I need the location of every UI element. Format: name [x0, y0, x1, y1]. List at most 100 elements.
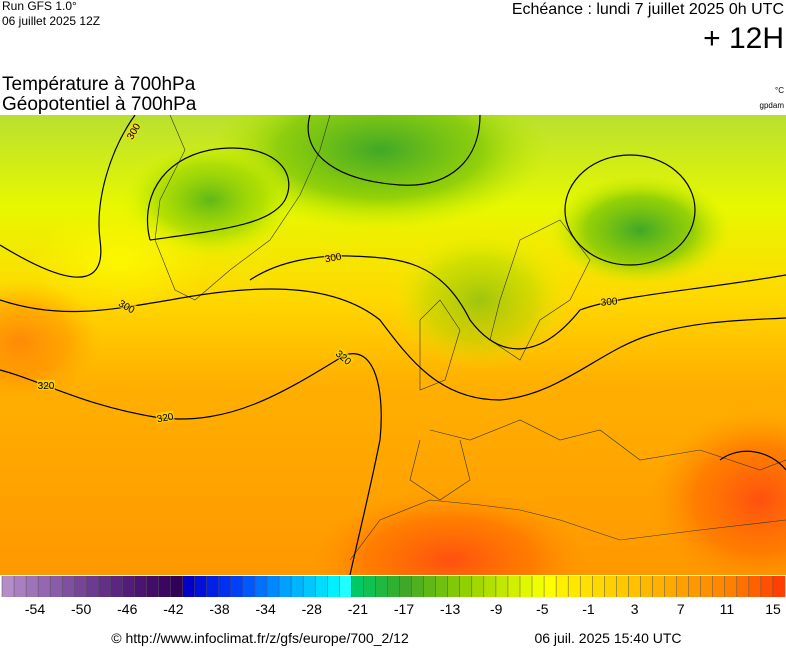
colorbar-label: -42 [163, 601, 183, 617]
colorbar-swatch [242, 576, 256, 597]
coastline [349, 499, 786, 561]
run-date: 06 juillet 2025 12Z [2, 14, 100, 28]
contour-label-bg [116, 297, 138, 315]
contour [0, 288, 786, 401]
colorbar-swatch [399, 576, 412, 597]
contour-label-bg [333, 347, 355, 367]
hot-area [310, 490, 590, 575]
warm-area [30, 210, 210, 310]
colorbar-swatch [351, 576, 364, 597]
coastline [429, 419, 786, 471]
colorbar-swatch [640, 576, 653, 597]
contour [146, 147, 290, 241]
colorbar-swatch [580, 576, 593, 597]
coastline [419, 299, 461, 391]
colorbar-swatch [736, 576, 750, 597]
colorbar-swatch [38, 576, 51, 597]
colorbar-label: -50 [71, 601, 91, 617]
colorbar-label: -9 [490, 601, 503, 617]
lead-time: + 12H [703, 22, 784, 55]
colorbar-swatch [375, 576, 388, 597]
colorbar-swatch [592, 576, 605, 597]
colorbar-swatch [194, 576, 208, 597]
colorbar-swatch [471, 576, 485, 597]
coastline [409, 439, 471, 501]
colorbar-swatch [700, 576, 714, 597]
coastline [489, 219, 591, 361]
colorbar-swatch [50, 576, 63, 597]
unit-temperature: °C [775, 86, 784, 95]
colorbar-swatch [14, 576, 27, 597]
colorbar-swatch [267, 576, 280, 597]
colorbar-swatch [218, 576, 232, 597]
colorbar-swatch [676, 576, 689, 597]
colorbar-swatch [712, 576, 726, 597]
contour-label-bg [124, 120, 142, 142]
colorbar-label: 11 [720, 601, 735, 617]
colorbar-swatch [724, 576, 738, 597]
colorbar-swatch [519, 576, 533, 597]
contour-label-bg [37, 380, 55, 390]
title-temperature: Température à 700hPa [2, 74, 196, 95]
colorbar-swatch [556, 576, 569, 597]
colorbar-swatch [339, 576, 352, 597]
contour-label-bg [155, 410, 175, 424]
colorbar-swatch [158, 576, 171, 597]
colorbar-swatch [664, 576, 677, 597]
contour-label: 300 [324, 252, 343, 266]
colorbar-label: -46 [117, 601, 137, 617]
colorbar-swatch [98, 576, 111, 597]
colorbar-swatch [483, 576, 497, 597]
coastlines [154, 115, 786, 561]
run-label: Run GFS 1.0° [2, 0, 77, 13]
colorbar-label: -1 [582, 601, 595, 617]
cold-area [390, 230, 570, 370]
colorbar-label: -21 [348, 601, 368, 617]
colorbar-swatch [122, 576, 135, 597]
title-geopotential: Géopotentiel à 700hPa [2, 94, 197, 115]
colorbar-label: -13 [440, 601, 460, 617]
colorbar-swatch [387, 576, 400, 597]
colorbar-swatch [134, 576, 147, 597]
colorbar-swatch [544, 576, 557, 597]
colorbar-swatch [279, 576, 292, 597]
colorbar-swatch [170, 576, 183, 597]
colorbar-swatch [435, 576, 449, 597]
colorbar-swatch [110, 576, 123, 597]
contour [0, 115, 136, 278]
colorbar-label: 15 [765, 601, 781, 617]
colorbar-label: -17 [394, 601, 414, 617]
colorbar-swatch [532, 576, 545, 597]
colorbar-swatch [327, 576, 340, 597]
contour [307, 115, 481, 186]
colorbar-swatch [568, 576, 581, 597]
colorbar-swatch [291, 576, 304, 597]
colorbar-swatch [230, 576, 244, 597]
unit-geopotential: gpdam [760, 101, 785, 110]
coastline [154, 115, 331, 301]
colorbar-swatch [447, 576, 461, 597]
colorbar-swatch [182, 576, 196, 597]
cold-area [550, 175, 730, 285]
colorbar-label: -28 [302, 601, 322, 617]
colorbar-swatch [423, 576, 436, 597]
colorbar-swatch [363, 576, 376, 597]
colorbar-swatch [772, 576, 786, 597]
colorbar-swatch [86, 576, 99, 597]
contour [719, 450, 786, 471]
contour-label: 300 [600, 296, 618, 308]
map [0, 115, 786, 575]
colorbar-swatch [652, 576, 665, 597]
colorbar: -54 -50 -46 -42 -38 -34 -28 -21 -17 -13 -9 -5 -1 3 7 11… [1, 576, 786, 617]
colorbar-swatch [26, 576, 39, 597]
colorbar-swatch [688, 576, 701, 597]
source-url: © http://www.infoclimat.fr/z/gfs/europe/… [111, 630, 409, 646]
colorbar-swatch [146, 576, 159, 597]
contour-label-bg [599, 295, 619, 307]
colorbar-swatch [315, 576, 328, 597]
colorbar-swatch [206, 576, 220, 597]
hot-area [0, 280, 100, 400]
contour-label: 320 [38, 381, 55, 392]
colorbar-swatch [411, 576, 424, 597]
